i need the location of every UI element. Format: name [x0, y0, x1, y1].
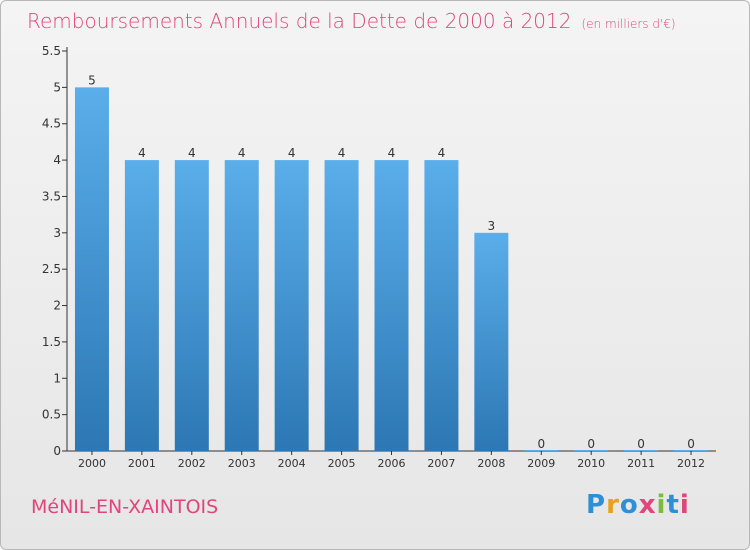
y-tick-label: 2.5: [42, 262, 61, 276]
bar-value-label: 4: [188, 146, 196, 160]
y-tick-label: 1: [53, 371, 61, 385]
logo-letter: t: [666, 490, 680, 520]
bar-value-label: 0: [587, 437, 595, 451]
logo-letter: o: [619, 490, 639, 520]
bar: [124, 160, 159, 451]
x-tick-label: 2007: [427, 457, 455, 470]
chart-title-text: Remboursements Annuels de la Dette de 20…: [27, 9, 572, 33]
bar-value-label: 4: [138, 146, 146, 160]
bar-value-label: 4: [288, 146, 296, 160]
town-name: MéNIL-EN-XAINTOIS: [31, 496, 219, 518]
bar-value-label: 4: [238, 146, 246, 160]
bar-value-label: 4: [338, 146, 346, 160]
bar-value-label: 0: [637, 437, 645, 451]
x-tick-label: 2011: [627, 457, 655, 470]
x-tick-label: 2012: [677, 457, 705, 470]
logo-letter: r: [606, 490, 620, 520]
proxiti-logo: Proxiti: [586, 490, 690, 520]
bar: [224, 160, 259, 451]
x-tick-label: 2004: [278, 457, 306, 470]
chart-title: Remboursements Annuels de la Dette de 20…: [27, 9, 676, 33]
x-tick-label: 2003: [228, 457, 256, 470]
bar: [424, 160, 459, 451]
x-tick-label: 2009: [527, 457, 555, 470]
x-tick-label: 2001: [128, 457, 156, 470]
bar: [274, 160, 309, 451]
bar-value-label: 4: [388, 146, 396, 160]
y-tick-label: 2: [53, 299, 61, 313]
y-tick-label: 0: [53, 444, 61, 458]
chart-unit: (en milliers d'€): [581, 17, 676, 31]
y-tick-label: 3: [53, 226, 61, 240]
bar: [374, 160, 409, 451]
x-tick-label: 2008: [477, 457, 505, 470]
bar-value-label: 4: [438, 146, 446, 160]
bar-value-label: 3: [488, 219, 496, 233]
bar-value-label: 5: [88, 73, 96, 87]
logo-letter: x: [638, 490, 657, 520]
x-tick-label: 2000: [78, 457, 106, 470]
y-tick-label: 3.5: [42, 189, 61, 203]
bar: [324, 160, 359, 451]
y-tick-label: 0.5: [42, 408, 61, 422]
y-tick-label: 5: [53, 80, 61, 94]
bar: [74, 87, 109, 451]
x-tick-label: 2006: [378, 457, 406, 470]
bar: [474, 232, 509, 451]
bar-value-label: 0: [687, 437, 695, 451]
y-tick-label: 5.5: [42, 44, 61, 58]
x-tick-label: 2010: [577, 457, 605, 470]
logo-letter: i: [679, 490, 690, 520]
x-tick-label: 2005: [328, 457, 356, 470]
bar-value-label: 0: [537, 437, 545, 451]
x-tick-label: 2002: [178, 457, 206, 470]
y-tick-label: 4.5: [42, 117, 61, 131]
logo-letter: P: [586, 490, 607, 520]
y-tick-label: 4: [53, 153, 61, 167]
bar: [174, 160, 209, 451]
y-tick-label: 1.5: [42, 335, 61, 349]
logo-letter: i: [656, 490, 667, 520]
